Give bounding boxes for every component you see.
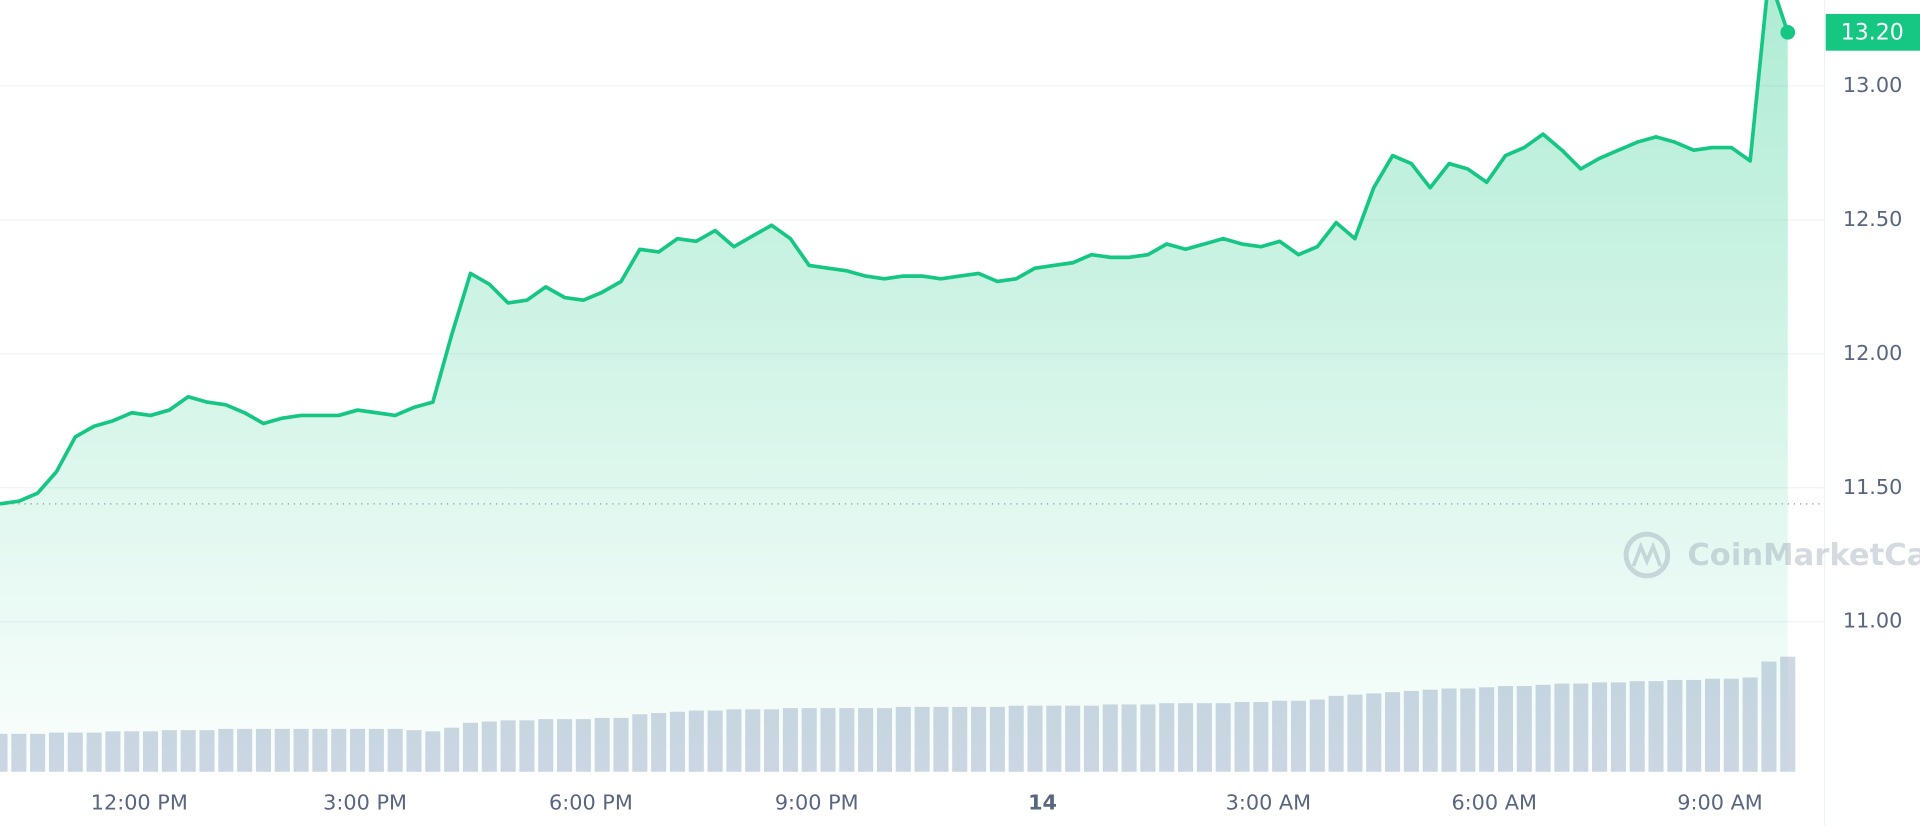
last-point (1780, 24, 1796, 40)
x-tick-label: 12:00 PM (91, 791, 188, 815)
y-tick-label: 12.00 (1843, 341, 1903, 365)
price-tag (1825, 13, 1920, 51)
price-tag-label: 13.20 (1841, 21, 1904, 46)
price-line (0, 0, 1790, 506)
x-tick-label: 9:00 AM (1677, 791, 1762, 815)
y-tick-label: 11.50 (1843, 475, 1903, 499)
y-tick-label: 11.00 (1843, 609, 1903, 633)
x-tick-label: 14 (1028, 791, 1057, 815)
x-tick-label: 3:00 PM (323, 791, 407, 815)
x-tick-label: 3:00 AM (1226, 791, 1311, 815)
area-fill (0, 0, 1788, 772)
watermark-text: CoinMarketCap (1687, 538, 1920, 573)
y-tick-label: 12.50 (1843, 207, 1903, 231)
x-tick-label: 6:00 AM (1451, 791, 1536, 815)
x-tick-label: 9:00 PM (775, 791, 859, 815)
y-tick-label: 13.00 (1843, 73, 1903, 97)
x-tick-label: 6:00 PM (549, 791, 633, 815)
watermark: CoinMarketCap (1623, 531, 1920, 579)
